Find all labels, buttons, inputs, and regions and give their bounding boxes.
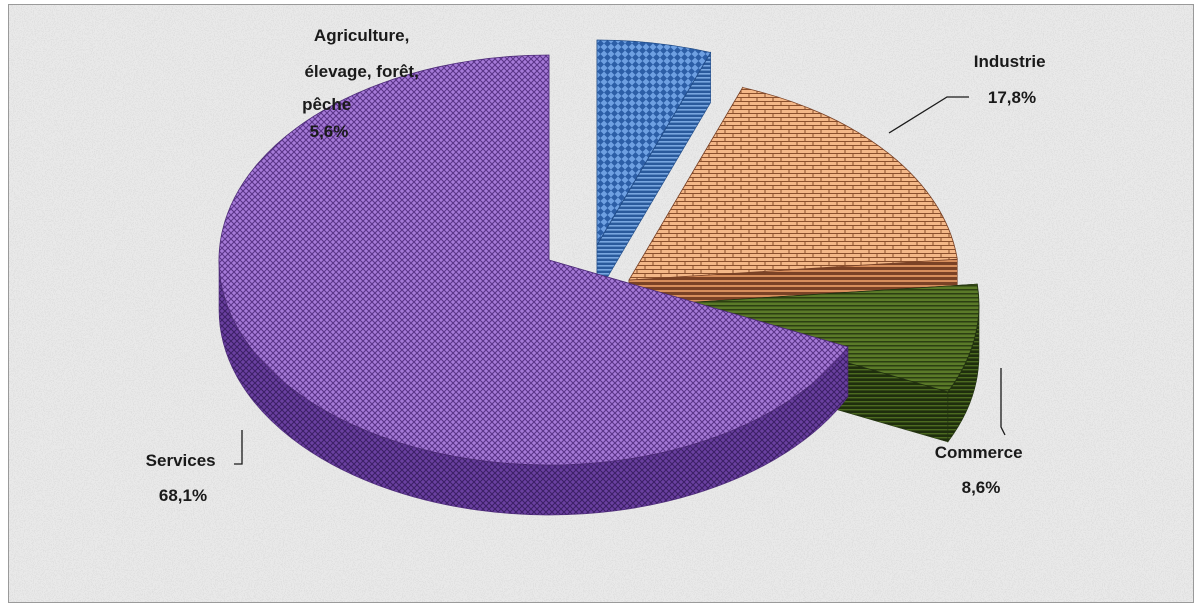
label-commerce-line-1: Commerce <box>935 443 1023 462</box>
label-agriculture: Agriculture, élevage, forêt, pêche 5,6% <box>302 26 423 141</box>
svg-text:Services 68,1%: Services 68,1% <box>146 451 221 505</box>
slice-agriculture <box>596 39 712 247</box>
slice-industrie <box>628 87 958 281</box>
label-industrie: Industrie 17,8% <box>888 52 1051 134</box>
label-industrie-line-1: Industrie <box>974 52 1046 71</box>
leader-industrie <box>888 96 969 134</box>
label-commerce: Commerce 8,6% <box>935 368 1028 497</box>
svg-text:Commerce 8,6%: Commerce 8,6% <box>935 443 1028 497</box>
label-services-line-1: Services <box>146 451 216 470</box>
pie-slices <box>218 39 980 516</box>
label-agriculture-line-3: pêche <box>302 95 351 114</box>
label-services: Services 68,1% <box>146 430 243 505</box>
label-commerce-value: 8,6% <box>962 478 1001 497</box>
slice-services <box>218 54 849 466</box>
leader-commerce <box>1000 368 1006 436</box>
svg-text:Agriculture, élevage,: Agriculture, élevage, forêt, pêche 5,6% <box>302 26 423 141</box>
svg-text:Industrie 17,8%: Industrie 17,8% <box>974 52 1051 107</box>
label-agriculture-line-1: Agriculture, <box>314 26 409 45</box>
pie-chart: Agriculture, élevage, forêt, pêche 5,6% … <box>9 5 1193 602</box>
leader-services <box>234 430 243 465</box>
label-services-value: 68,1% <box>159 486 207 505</box>
chart-area: Agriculture, élevage, forêt, pêche 5,6% … <box>8 4 1194 603</box>
label-agriculture-value: 5,6% <box>310 122 349 141</box>
label-industrie-value: 17,8% <box>988 88 1036 107</box>
label-agriculture-line-2: élevage, forêt, <box>304 62 418 81</box>
